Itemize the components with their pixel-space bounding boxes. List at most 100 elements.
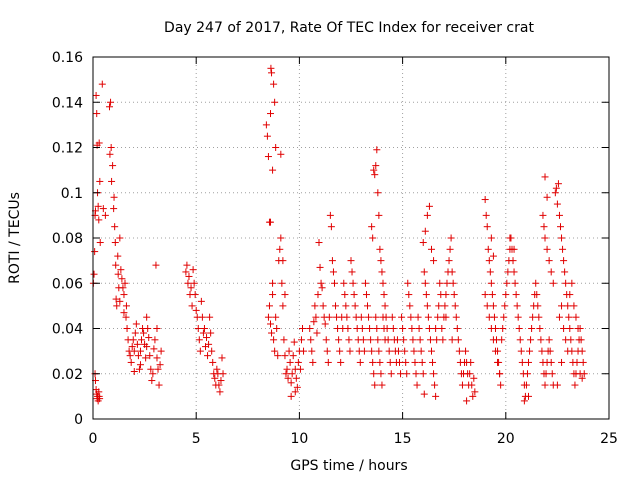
data-point [520, 397, 528, 405]
data-point [570, 302, 578, 310]
data-point [309, 358, 317, 366]
data-point [323, 347, 331, 355]
data-point [399, 325, 407, 332]
data-point [111, 239, 119, 247]
data-point [131, 329, 139, 337]
data-point [188, 302, 196, 310]
data-point [272, 313, 280, 321]
data-point [317, 279, 325, 287]
data-point [136, 361, 144, 369]
data-point [341, 291, 349, 299]
data-point [374, 336, 382, 344]
data-point [558, 358, 566, 366]
data-point [564, 347, 572, 355]
data-point [330, 279, 338, 287]
data-point [565, 313, 573, 321]
data-point [487, 234, 495, 242]
data-point [342, 302, 350, 310]
data-point [294, 358, 302, 366]
data-point [138, 336, 146, 344]
data-point [376, 245, 384, 253]
data-point [403, 370, 411, 378]
data-point [132, 320, 140, 328]
data-point [548, 370, 556, 378]
data-point [462, 347, 470, 355]
data-point [364, 302, 372, 310]
data-point [264, 313, 272, 321]
data-point [348, 268, 356, 276]
x-tick-label: 0 [89, 431, 98, 447]
data-point [324, 358, 332, 366]
data-point [435, 302, 443, 310]
plot-frame [92, 56, 610, 420]
data-point [427, 347, 435, 355]
data-point [489, 336, 497, 344]
x-tick-label: 15 [394, 431, 412, 447]
data-point [542, 370, 550, 378]
data-point [268, 69, 276, 77]
data-point [157, 347, 165, 355]
data-point [518, 358, 526, 366]
data-point [101, 211, 109, 219]
data-point [502, 291, 510, 299]
data-point [207, 329, 215, 337]
data-point [121, 279, 129, 287]
data-point [576, 370, 584, 378]
data-point [218, 354, 226, 362]
data-point [407, 313, 415, 321]
data-point [90, 270, 98, 278]
data-point [430, 370, 438, 378]
data-point [307, 336, 315, 344]
data-point [287, 392, 295, 400]
data-point [292, 374, 300, 382]
data-point [347, 257, 355, 265]
data-point [148, 377, 156, 385]
data-point [297, 336, 305, 344]
data-point [503, 279, 511, 287]
data-point [361, 279, 369, 287]
data-point [107, 144, 115, 151]
data-point [578, 347, 586, 355]
data-point [441, 302, 449, 310]
data-point [577, 336, 585, 344]
data-point [418, 358, 426, 366]
data-point [438, 325, 446, 332]
data-point [481, 291, 489, 299]
data-point [405, 291, 413, 299]
data-point [452, 313, 460, 321]
data-point [191, 291, 199, 299]
data-point [153, 325, 161, 332]
data-point [535, 313, 543, 321]
data-point [471, 388, 479, 396]
data-point [432, 325, 440, 332]
data-point [288, 370, 296, 378]
data-point [140, 329, 148, 337]
data-point [562, 279, 570, 287]
data-point [371, 381, 379, 389]
data-point [263, 132, 271, 140]
data-point [468, 381, 476, 389]
data-point [213, 365, 221, 373]
data-point [119, 284, 127, 292]
data-point [99, 205, 107, 213]
data-point [547, 358, 555, 366]
data-point [572, 313, 580, 321]
data-point [284, 374, 292, 382]
data-point [371, 171, 379, 179]
data-point [127, 358, 135, 366]
data-point [497, 381, 505, 389]
data-point [422, 291, 430, 299]
data-point [110, 205, 118, 213]
data-point [566, 325, 574, 332]
data-point [578, 374, 586, 382]
data-point [368, 223, 376, 231]
data-point [420, 390, 428, 398]
y-axis-label: ROTI / TECUs [7, 192, 23, 284]
data-point [271, 98, 279, 106]
data-point [283, 365, 291, 373]
data-point [396, 358, 404, 366]
data-point [541, 234, 549, 242]
data-point [114, 270, 122, 278]
data-point [421, 279, 429, 287]
